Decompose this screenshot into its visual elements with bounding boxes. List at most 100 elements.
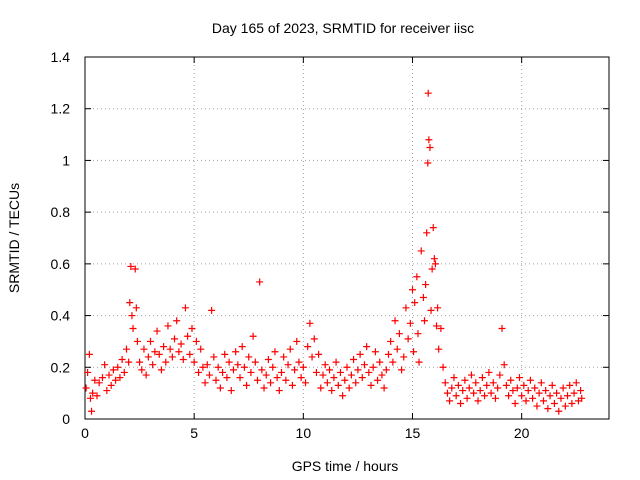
data-point (214, 363, 222, 371)
data-point (225, 358, 233, 366)
data-point (546, 392, 554, 400)
data-point (350, 356, 358, 364)
data-point (177, 340, 185, 348)
data-point (476, 387, 484, 395)
data-point (132, 304, 140, 312)
data-point (199, 363, 207, 371)
plot-frame (84, 56, 610, 420)
data-point (293, 337, 301, 345)
data-point (507, 376, 515, 384)
data-point (533, 402, 541, 410)
data-point (317, 384, 325, 392)
data-point (271, 348, 279, 356)
data-point (223, 374, 231, 382)
data-point (175, 348, 183, 356)
data-point (240, 363, 248, 371)
x-tick-label: 10 (296, 425, 312, 441)
data-point (544, 405, 552, 413)
data-point (84, 368, 92, 376)
data-point (452, 392, 460, 400)
data-point (448, 384, 456, 392)
data-point (125, 358, 133, 366)
data-point (463, 394, 471, 402)
data-point (256, 278, 264, 286)
data-point (384, 350, 392, 358)
data-point (535, 389, 543, 397)
x-axis-label: GPS time / hours (292, 458, 399, 474)
data-point (103, 387, 111, 395)
data-point (195, 368, 203, 376)
data-point (82, 384, 90, 392)
data-point (216, 384, 224, 392)
data-point (400, 353, 408, 361)
data-point (133, 337, 141, 345)
data-point (321, 361, 329, 369)
data-point (537, 379, 545, 387)
data-point (502, 381, 510, 389)
data-point (427, 306, 435, 314)
data-point (511, 399, 519, 407)
data-point (264, 356, 272, 364)
data-point (435, 345, 443, 353)
data-point (91, 376, 99, 384)
data-point (122, 345, 130, 353)
data-point (425, 136, 433, 144)
data-point (505, 392, 513, 400)
data-point (354, 366, 362, 374)
data-point (120, 368, 128, 376)
data-point (234, 361, 242, 369)
data-point (439, 363, 447, 371)
data-point (457, 399, 465, 407)
data-point (190, 358, 198, 366)
data-point (389, 358, 397, 366)
data-point (107, 381, 115, 389)
data-point (249, 332, 257, 340)
data-point (336, 368, 344, 376)
data-point (291, 366, 299, 374)
data-point (424, 159, 432, 167)
data-point (302, 379, 310, 387)
data-point (212, 376, 220, 384)
data-point (441, 379, 449, 387)
x-tick-label: 0 (81, 425, 89, 441)
data-point (334, 381, 342, 389)
data-point (88, 407, 96, 415)
data-point (406, 319, 414, 327)
data-point (323, 379, 331, 387)
data-point (513, 384, 521, 392)
data-point (522, 397, 530, 405)
data-point (371, 348, 379, 356)
data-point (282, 376, 290, 384)
data-point (566, 381, 574, 389)
data-point (570, 389, 578, 397)
data-point (398, 366, 406, 374)
data-point (284, 361, 292, 369)
data-point (304, 343, 312, 351)
data-point (229, 366, 237, 374)
data-point (247, 368, 255, 376)
y-tick-label: 0 (62, 411, 70, 427)
data-point (168, 353, 176, 361)
data-point (485, 368, 493, 376)
data-point (367, 381, 375, 389)
data-point (138, 366, 146, 374)
data-point (509, 387, 517, 395)
data-point (326, 366, 334, 374)
data-point (140, 345, 148, 353)
data-point (487, 389, 495, 397)
data-point (155, 350, 163, 358)
data-point (144, 353, 152, 361)
data-point (526, 376, 534, 384)
data-point (297, 374, 305, 382)
data-point (236, 374, 244, 382)
data-point (315, 350, 323, 358)
data-point (286, 345, 294, 353)
data-point (542, 387, 550, 395)
data-point (426, 144, 434, 151)
data-point (339, 392, 347, 400)
data-point (500, 361, 508, 369)
data-point (459, 387, 467, 395)
data-point (269, 363, 277, 371)
data-point (171, 335, 179, 343)
data-point (343, 363, 351, 371)
